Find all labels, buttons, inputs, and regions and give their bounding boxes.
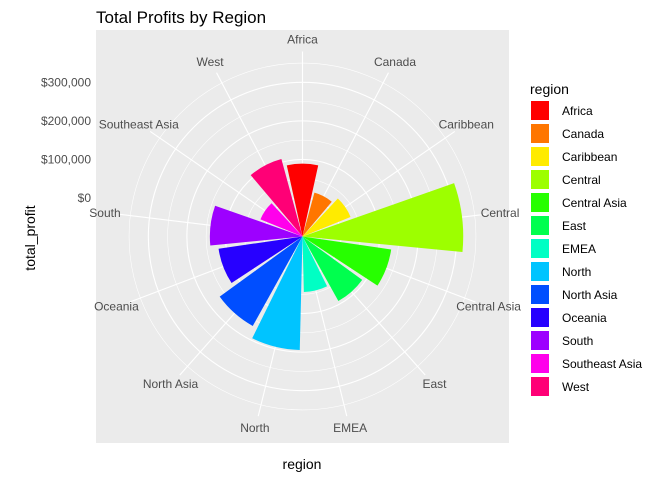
category-label-emea: EMEA [333, 421, 367, 435]
category-label-central-asia: Central Asia [456, 299, 521, 313]
category-label-south: South [89, 206, 120, 220]
y-tick-labels: $0 $100,000 $200,000 $300,000 [41, 75, 91, 205]
legend-label-south: South [562, 334, 593, 348]
bar-africa [286, 163, 319, 237]
bars-layer [209, 158, 464, 351]
legend-swatch-africa [531, 101, 549, 120]
bar-south [209, 205, 303, 246]
category-label-north-asia: North Asia [143, 377, 199, 391]
bar-north [252, 236, 303, 351]
category-label-east: East [422, 377, 447, 391]
legend-label-west: West [562, 380, 590, 394]
category-label-africa: Africa [287, 33, 318, 47]
category-label-north: North [240, 421, 269, 435]
category-label-central: Central [481, 206, 520, 220]
y-tick-label: $300,000 [41, 75, 91, 89]
legend-swatch-east [531, 216, 549, 235]
bar-east [302, 236, 363, 302]
legend-label-southeast-asia: Southeast Asia [562, 357, 642, 371]
bar-central [302, 183, 464, 253]
legend-swatch-south [531, 331, 549, 350]
legend-label-central: Central [562, 173, 601, 187]
bar-caribbean [302, 198, 351, 237]
legend-label-north: North [562, 265, 591, 279]
legend-label-canada: Canada [562, 127, 604, 141]
legend-label-africa: Africa [562, 104, 593, 118]
legend-swatch-emea [531, 239, 549, 258]
y-tick-label: $200,000 [41, 114, 91, 128]
legend-swatch-west [531, 377, 549, 396]
legend-label-caribbean: Caribbean [562, 150, 617, 164]
legend-label-east: East [562, 219, 587, 233]
legend-swatch-north [531, 262, 549, 281]
legend-label-oceania: Oceania [562, 311, 607, 325]
category-label-canada: Canada [374, 55, 416, 69]
legend: region Africa Canada Caribbean Central Centr… [530, 81, 642, 396]
y-axis-title: total_profit [22, 205, 38, 270]
legend-swatch-central [531, 170, 549, 189]
bar-southeast-asia [260, 203, 303, 237]
legend-label-emea: EMEA [562, 242, 596, 256]
legend-swatch-southeast-asia [531, 354, 549, 373]
bar-central-asia [302, 236, 392, 286]
category-label-caribbean: Caribbean [439, 118, 494, 132]
legend-label-central-asia: Central Asia [562, 196, 627, 210]
legend-swatch-north-asia [531, 285, 549, 304]
legend-label-north-asia: North Asia [562, 288, 618, 302]
bar-oceania [218, 236, 303, 283]
bar-emea [302, 236, 328, 292]
x-axis-title: region [283, 456, 322, 472]
bar-canada [302, 192, 332, 237]
category-label-oceania: Oceania [94, 299, 139, 313]
legend-items: Africa Canada Caribbean Central Central Asia… [531, 101, 642, 396]
legend-swatch-caribbean [531, 147, 549, 166]
category-label-west: West [196, 55, 224, 69]
legend-swatch-oceania [531, 308, 549, 327]
bar-west [250, 158, 303, 237]
legend-swatch-central-asia [531, 193, 549, 212]
bar-north-asia [219, 236, 303, 326]
y-tick-label: $100,000 [41, 152, 91, 166]
category-labels: Africa Canada Caribbean Central Central Asia… [89, 33, 521, 435]
legend-swatch-canada [531, 124, 549, 143]
legend-title: region [530, 81, 569, 97]
chart-title: Total Profits by Region [96, 8, 266, 27]
y-tick-label: $0 [78, 191, 92, 205]
category-label-southeast-asia: Southeast Asia [99, 118, 179, 132]
